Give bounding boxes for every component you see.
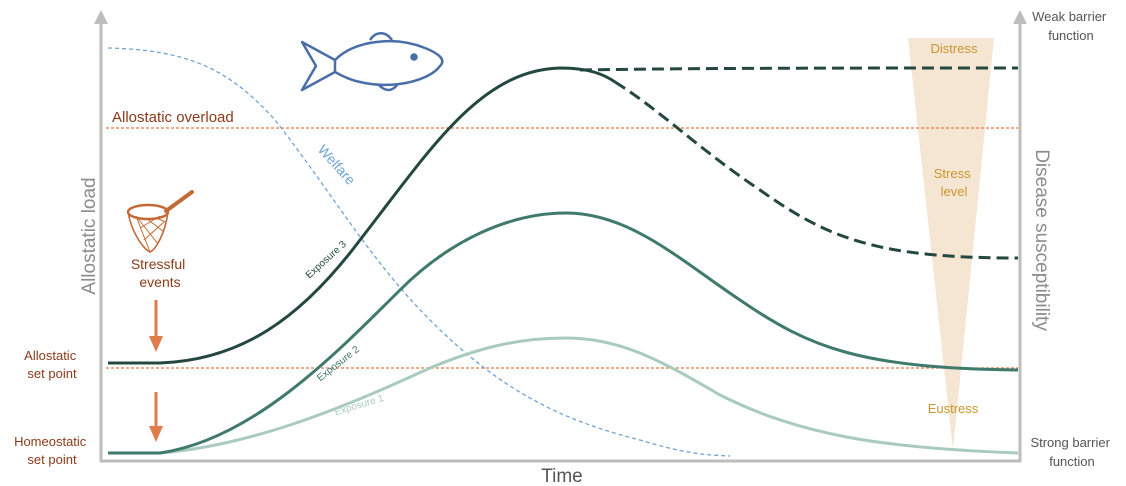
time-axis-label: Time <box>541 466 583 486</box>
stress-level-triangle <box>908 38 994 450</box>
homeostatic-set-point-label: Homeostatic set point <box>14 434 90 467</box>
distress-label: Distress <box>931 41 978 56</box>
stress-level-label: Stress level <box>934 166 974 199</box>
stressful-events-label: Stressful events <box>131 256 189 290</box>
welfare-label: Welfare <box>315 141 359 188</box>
left-axis-arrowhead <box>94 10 108 24</box>
exposure-1-label: Exposure 1 <box>333 393 385 418</box>
eustress-label: Eustress <box>928 401 979 416</box>
allostatic-set-point-label: Allostatic set point <box>24 348 80 381</box>
fish-icon <box>300 32 444 92</box>
exposure-3-dashed-plateau <box>579 66 1019 72</box>
down-arrow-icon <box>149 300 163 352</box>
down-arrow-icon <box>149 392 163 442</box>
weak-barrier-label: Weak barrier function <box>1032 9 1110 43</box>
overload-label: Allostatic overload <box>112 109 234 126</box>
left-axis-label: Allostatic load <box>79 177 100 294</box>
right-axis-arrowhead <box>1013 10 1027 24</box>
right-axis-label: Disease susceptibility <box>1031 149 1052 331</box>
exposure-3-dashed-recovery <box>614 80 1019 260</box>
strong-barrier-label: Strong barrier function <box>1030 435 1113 469</box>
exposure-2-curve <box>108 211 1019 455</box>
landing-net-icon <box>126 190 194 253</box>
exposure-1-curve <box>108 336 1019 455</box>
exposure-3-curve <box>108 66 616 365</box>
